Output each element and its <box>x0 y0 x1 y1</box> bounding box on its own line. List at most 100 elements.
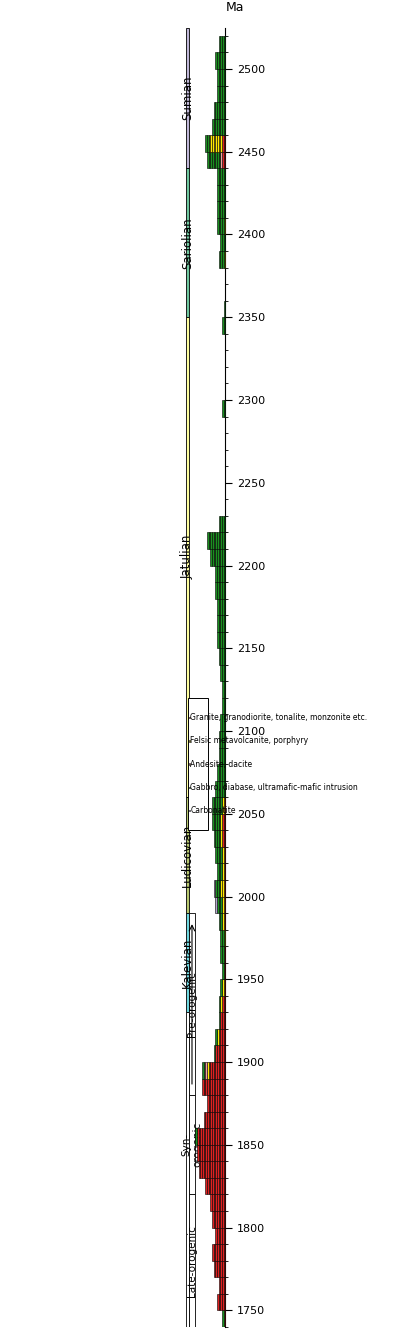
Bar <box>220 1145 222 1162</box>
Bar <box>206 1162 207 1178</box>
Bar <box>222 152 223 168</box>
Bar <box>199 1162 201 1178</box>
Bar <box>212 797 213 813</box>
Bar <box>220 118 222 136</box>
Bar <box>212 1078 213 1095</box>
Text: Gabbro, diabase, ultramafic-mafic intrusion: Gabbro, diabase, ultramafic-mafic intrus… <box>191 783 358 792</box>
Bar <box>215 566 217 582</box>
Bar <box>208 1078 210 1095</box>
Text: Syn-
orogenic: Syn- orogenic <box>181 1122 203 1167</box>
Bar <box>218 36 220 52</box>
Bar <box>223 797 225 813</box>
Bar <box>218 1062 220 1078</box>
Bar <box>218 1178 220 1194</box>
Bar <box>223 681 225 697</box>
Bar <box>222 946 223 962</box>
Bar <box>217 599 218 615</box>
Bar <box>220 664 222 681</box>
Text: Kalevian: Kalevian <box>181 937 194 988</box>
Bar <box>213 1260 215 1278</box>
Bar <box>215 1178 217 1194</box>
Bar <box>220 1078 222 1095</box>
Bar <box>217 566 218 582</box>
Bar <box>218 864 220 880</box>
Bar <box>223 1078 225 1095</box>
Bar <box>223 980 225 996</box>
Bar <box>186 317 189 797</box>
Bar <box>218 1294 220 1310</box>
Bar <box>220 1211 222 1227</box>
Bar <box>222 996 223 1013</box>
Bar <box>217 1162 218 1178</box>
Bar <box>208 1111 210 1129</box>
Bar <box>218 1013 220 1029</box>
Bar <box>208 1145 210 1162</box>
Bar <box>202 1062 204 1078</box>
Bar <box>212 1129 213 1145</box>
Bar <box>223 1294 225 1310</box>
Bar <box>199 1129 201 1145</box>
Bar <box>201 1145 202 1162</box>
Bar <box>218 880 220 897</box>
Bar <box>215 582 217 599</box>
Bar <box>222 1211 223 1227</box>
Bar <box>222 234 223 252</box>
Bar <box>215 1211 217 1227</box>
Bar <box>217 1178 218 1194</box>
Bar <box>222 731 223 748</box>
Bar <box>218 831 220 847</box>
Bar <box>220 880 222 897</box>
Bar <box>220 69 222 85</box>
Bar <box>212 813 213 831</box>
Bar <box>215 1111 217 1129</box>
Bar <box>218 582 220 599</box>
Bar <box>218 1029 220 1045</box>
Bar <box>213 1211 215 1227</box>
Bar <box>212 1095 213 1111</box>
Bar <box>208 1129 210 1145</box>
Bar <box>186 168 189 317</box>
Bar <box>218 731 220 748</box>
Bar <box>188 697 208 831</box>
Bar <box>217 1095 218 1111</box>
Bar <box>202 1162 204 1178</box>
Bar <box>222 1294 223 1310</box>
Bar <box>222 1111 223 1129</box>
Bar <box>222 664 223 681</box>
Bar <box>222 697 223 715</box>
Bar <box>220 980 222 996</box>
Bar <box>213 1129 215 1145</box>
Bar <box>215 781 217 797</box>
Bar <box>220 781 222 797</box>
Bar <box>210 1062 212 1078</box>
Bar <box>220 632 222 648</box>
Bar <box>215 1145 217 1162</box>
Bar <box>223 1278 225 1294</box>
Bar <box>218 615 220 632</box>
Bar <box>217 1129 218 1145</box>
Bar <box>223 615 225 632</box>
Bar <box>223 69 225 85</box>
Bar <box>186 797 189 913</box>
Bar <box>222 1194 223 1211</box>
Bar <box>223 1111 225 1129</box>
Bar <box>208 532 210 548</box>
Bar <box>222 1244 223 1260</box>
Bar <box>215 118 217 136</box>
Bar <box>217 764 218 781</box>
Bar <box>218 913 220 929</box>
Bar <box>204 1162 206 1178</box>
Bar <box>220 1278 222 1294</box>
Bar <box>223 1211 225 1227</box>
Bar <box>217 1294 218 1310</box>
Bar <box>218 566 220 582</box>
Bar <box>222 813 223 831</box>
Bar <box>223 1045 225 1062</box>
Bar <box>222 1310 223 1327</box>
Bar <box>222 880 223 897</box>
Bar <box>220 996 222 1013</box>
Bar <box>220 1111 222 1129</box>
Bar <box>223 880 225 897</box>
Bar <box>217 615 218 632</box>
Bar <box>215 1227 217 1244</box>
